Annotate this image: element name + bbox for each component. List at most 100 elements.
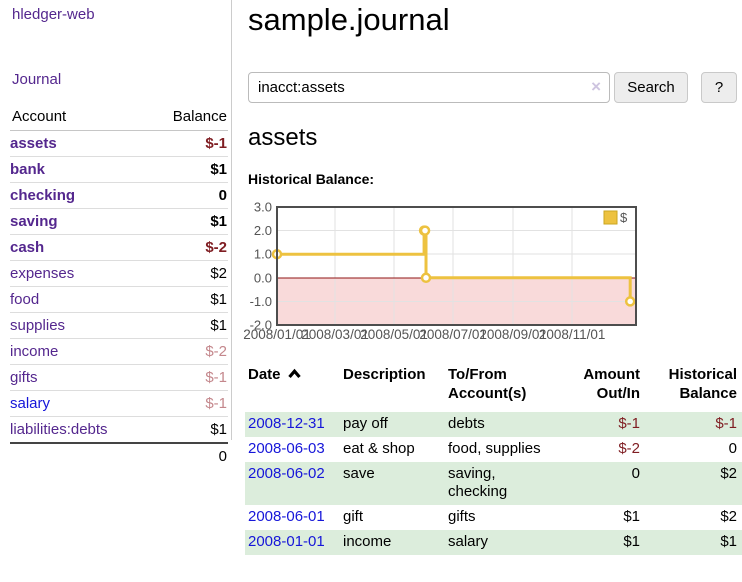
account-name-cell: cash: [10, 234, 148, 261]
transaction-accounts: salary: [448, 530, 562, 555]
register-header-accounts: To/From Account(s): [448, 366, 527, 402]
account-balance: $-1: [205, 135, 227, 152]
legend-label: $: [620, 210, 628, 225]
transaction-date-link[interactable]: 2008-01-01: [248, 533, 325, 550]
account-name-cell: salary: [10, 390, 148, 417]
help-button[interactable]: ?: [701, 72, 737, 103]
accounts-total-row: 0: [10, 442, 228, 469]
transaction-accounts: debts: [448, 412, 562, 437]
register-row: 2008-06-03 eat & shop food, supplies $-2 0: [245, 437, 742, 462]
register-header-row: Date Description To/From Account(s) Amou…: [245, 365, 742, 412]
register-row: 2008-06-01 gift gifts $1 $2: [245, 505, 742, 530]
account-row: income $-2: [10, 338, 228, 365]
x-axis-tick-label: 2008/03/01: [301, 327, 369, 342]
account-link[interactable]: saving: [10, 213, 58, 230]
y-axis-tick-label: -1.0: [250, 294, 272, 309]
account-row: cash $-2: [10, 234, 228, 261]
transaction-date-cell: 2008-06-03: [245, 437, 343, 462]
account-link[interactable]: assets: [10, 135, 57, 152]
account-link[interactable]: cash: [10, 239, 45, 256]
account-link[interactable]: expenses: [10, 265, 75, 282]
accounts-header-row: Account Balance: [10, 104, 228, 131]
account-name-cell: checking: [10, 182, 148, 209]
chart-title-label: Historical Balance:: [248, 171, 375, 187]
legend-swatch: [603, 210, 618, 225]
account-link[interactable]: liabilities:debts: [10, 421, 108, 438]
account-balance: $1: [147, 416, 228, 443]
journal-nav-link[interactable]: Journal: [12, 71, 62, 88]
account-name-cell: liabilities:debts: [10, 416, 148, 443]
account-link[interactable]: supplies: [10, 317, 66, 334]
account-balance: $-2: [147, 338, 228, 365]
accounts-total-spacer: [10, 442, 148, 469]
account-link[interactable]: income: [10, 343, 59, 360]
account-balance: $1: [147, 312, 228, 339]
account-name-cell: bank: [10, 156, 148, 183]
account-row: assets $-1: [10, 131, 228, 157]
transaction-date-cell: 2008-12-31: [245, 412, 343, 437]
account-row: bank $1: [10, 156, 228, 183]
transaction-accounts: gifts: [448, 508, 476, 525]
account-link[interactable]: checking: [10, 187, 76, 204]
transaction-date-cell: 2008-01-01: [245, 530, 343, 555]
transaction-amount: $-1: [562, 412, 647, 437]
transaction-description: pay off: [343, 412, 448, 437]
transaction-description: gift: [343, 508, 364, 525]
account-name-cell: assets: [10, 131, 147, 157]
account-heading: assets: [248, 124, 318, 151]
transaction-amount: $-2: [618, 440, 640, 457]
transaction-accounts: food, supplies: [448, 440, 541, 457]
account-name-cell: supplies: [10, 312, 148, 339]
balance-column-header: Balance: [147, 104, 228, 131]
account-row: liabilities:debts $1: [10, 416, 228, 443]
clear-search-icon[interactable]: ×: [591, 77, 601, 96]
page-title: sample.journal: [248, 2, 450, 37]
data-point-marker: [420, 272, 432, 284]
account-link[interactable]: bank: [10, 161, 46, 178]
register-header-balance: Historical Balance: [668, 366, 737, 402]
y-axis-tick-label: 3.0: [254, 200, 272, 215]
account-link[interactable]: food: [10, 291, 40, 308]
x-axis-tick-label: 2008/11/01: [539, 327, 606, 342]
transaction-balance: $2: [720, 508, 737, 525]
register-header-date[interactable]: Date: [245, 365, 343, 412]
x-axis-tick-label: 2008/09/01: [479, 327, 547, 342]
account-column-header: Account: [10, 104, 148, 131]
y-axis-tick-label: -2.0: [250, 318, 272, 333]
account-row: supplies $1: [10, 312, 228, 339]
account-row: salary $-1: [10, 390, 228, 417]
account-balance: 0: [147, 182, 228, 209]
transaction-date-link[interactable]: 2008-12-31: [248, 415, 325, 432]
account-balance: $-2: [147, 234, 228, 261]
account-row: food $1: [10, 286, 228, 313]
register-table: Date Description To/From Account(s) Amou…: [245, 365, 742, 555]
transaction-date-link[interactable]: 2008-06-03: [248, 440, 325, 457]
transaction-description: eat & shop: [343, 440, 415, 457]
account-balance: $-1: [147, 390, 228, 417]
transaction-date-cell: 2008-06-01: [245, 505, 343, 530]
app-title-link[interactable]: hledger-web: [12, 6, 95, 23]
register-header-amount: Amount Out/In: [583, 366, 640, 402]
account-link[interactable]: gifts: [10, 369, 38, 386]
account-link[interactable]: salary: [10, 395, 51, 412]
plot-border: [276, 206, 637, 326]
sort-ascending-icon: [287, 368, 301, 379]
account-balance: $1: [147, 208, 228, 235]
transaction-date-link[interactable]: 2008-06-02: [248, 465, 325, 482]
account-row: expenses $2: [10, 260, 228, 287]
register-header-description: Description: [343, 366, 426, 383]
y-axis-tick-label: 0.0: [254, 270, 272, 285]
account-name-cell: saving: [10, 208, 148, 235]
account-balance: $1: [147, 156, 228, 183]
transaction-date-cell: 2008-06-02: [245, 462, 343, 505]
register-row: 2008-06-02 save saving, checking 0 $2: [245, 462, 742, 505]
transaction-balance: 0: [728, 440, 737, 457]
x-axis-tick-label: 2008/07/01: [419, 327, 487, 342]
search-input[interactable]: [248, 72, 610, 103]
transaction-balance: $2: [647, 462, 742, 505]
y-axis-tick-label: 1.0: [254, 247, 272, 262]
search-box: ×: [248, 72, 610, 103]
transaction-date-link[interactable]: 2008-06-01: [248, 508, 325, 525]
search-button[interactable]: Search: [614, 72, 688, 103]
